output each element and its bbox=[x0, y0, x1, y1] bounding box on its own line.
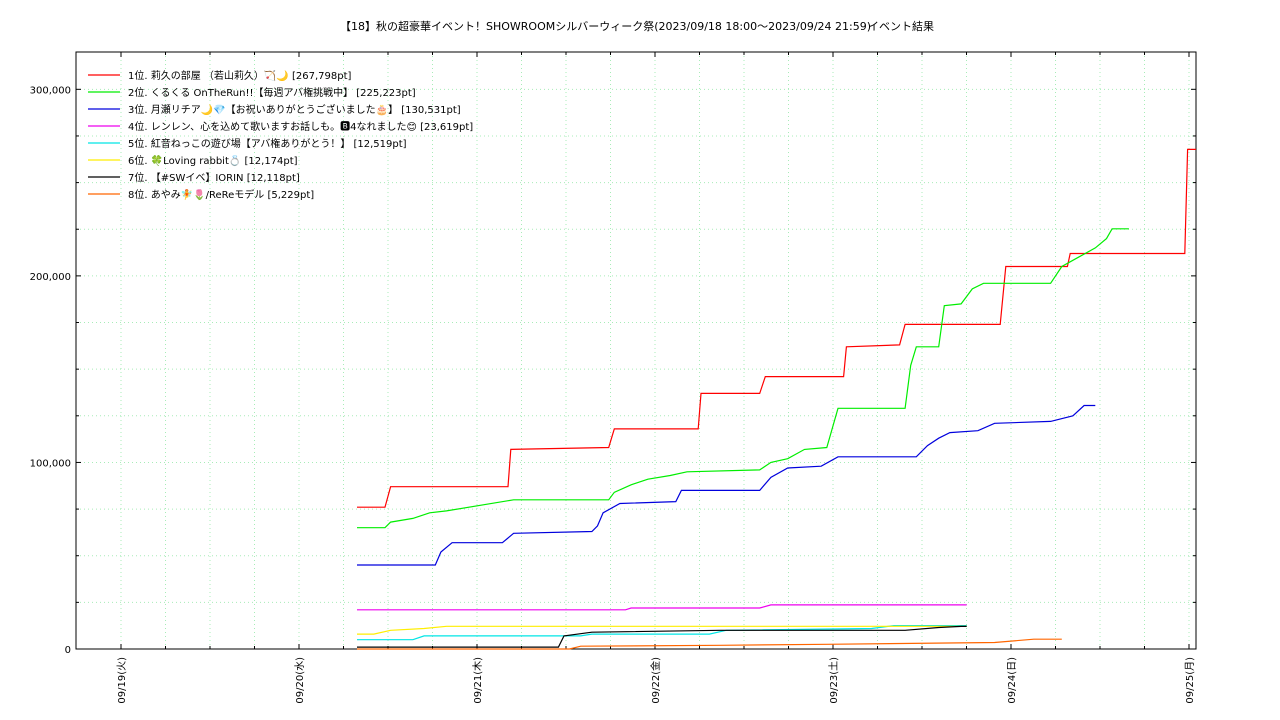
series-line-6 bbox=[357, 625, 967, 635]
y-tick-label: 300,000 bbox=[30, 85, 71, 96]
y-tick-label: 0 bbox=[65, 645, 71, 656]
chart-subtitle: イベント結果 bbox=[868, 19, 934, 33]
series-line-7 bbox=[357, 625, 967, 648]
x-tick-label: 09/21(木) bbox=[472, 657, 484, 704]
x-tick-label: 09/22(金) bbox=[649, 657, 662, 704]
x-tick-label: 09/24(日) bbox=[1007, 657, 1018, 704]
legend-label-2: 2位. くるくる OnTheRun!!【毎週アバ権挑戦中】 [225,223pt… bbox=[128, 86, 416, 99]
chart-title: 【18】秋の超豪華イベント！SHOWROOMシルバーウィーク祭(2023/09/… bbox=[340, 19, 871, 33]
x-tick-label: 09/23(土) bbox=[827, 657, 840, 704]
legend-label-1: 1位. 莉久の部屋 （若山莉久）🏹🌙 [267,798pt] bbox=[128, 69, 352, 82]
x-tick-label: 09/25(月) bbox=[1184, 657, 1196, 704]
series-line-5 bbox=[357, 625, 967, 641]
series-line-1 bbox=[357, 148, 1196, 508]
y-tick-label: 200,000 bbox=[30, 272, 71, 283]
y-tick-label: 100,000 bbox=[30, 458, 71, 469]
legend-label-3: 3位. 月瀬リチア🌙💎【お祝いありがとうございました🎂】 [130,531pt] bbox=[128, 103, 461, 116]
legend: 1位. 莉久の部屋 （若山莉久）🏹🌙 [267,798pt] 2位. くるくる O… bbox=[88, 69, 473, 201]
series-line-4 bbox=[357, 604, 967, 611]
x-tick-label: 09/20(水) bbox=[294, 657, 306, 704]
legend-label-5: 5位. 紅音ねっこの遊び場【アバ権ありがとう！】 [12,519pt] bbox=[128, 137, 407, 150]
plot-frame bbox=[75, 51, 1197, 650]
series-lines bbox=[357, 148, 1196, 650]
legend-label-6: 6位. 🍀Loving rabbit💍 [12,174pt] bbox=[128, 154, 298, 167]
legend-label-4: 4位. レンレン、心を込めて歌いますお話しも。🅱4なれました😊 [23,619p… bbox=[128, 120, 473, 133]
grid bbox=[76, 52, 1196, 650]
axes: 0 100,000 200,000 300,000 09/19(火) 09/20(水) 09… bbox=[30, 51, 1197, 704]
legend-label-8: 8位. あやみ🧚🌷/ReReモデル [5,229pt] bbox=[128, 188, 314, 201]
series-line-8 bbox=[357, 638, 1062, 650]
legend-label-7: 7位. 【#SWイベ】IORIN [12,118pt] bbox=[128, 171, 300, 184]
series-line-2 bbox=[357, 228, 1129, 529]
series-line-3 bbox=[357, 404, 1096, 566]
x-tick-label: 09/19(火) bbox=[116, 657, 128, 704]
